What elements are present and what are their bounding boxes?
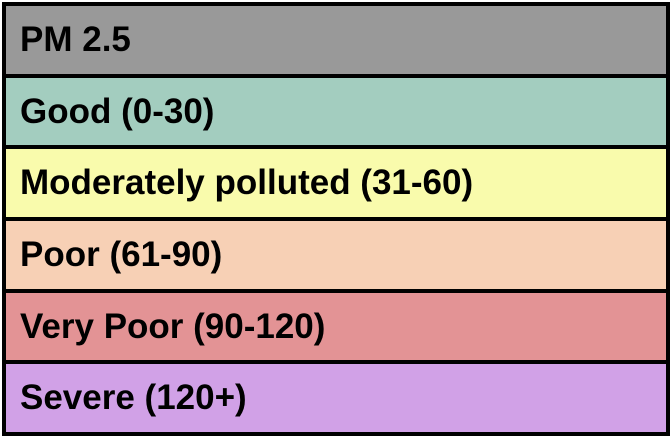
- legend-header-row: PM 2.5: [6, 6, 666, 78]
- legend-row-poor: Poor (61-90): [6, 221, 666, 293]
- legend-label-very-poor: Very Poor (90-120): [20, 306, 326, 346]
- legend-label-moderately-polluted: Moderately polluted (31-60): [20, 163, 474, 203]
- legend-label-good: Good (0-30): [20, 91, 215, 131]
- legend-row-good: Good (0-30): [6, 77, 666, 150]
- legend-label-severe: Severe (120+): [20, 378, 247, 418]
- legend-row-severe: Severe (120+): [6, 364, 666, 433]
- legend-label-poor: Poor (61-90): [20, 234, 223, 274]
- legend-header-label: PM 2.5: [20, 19, 131, 59]
- legend-row-very-poor: Very Poor (90-120): [6, 292, 666, 365]
- legend-row-moderately-polluted: Moderately polluted (31-60): [6, 149, 666, 222]
